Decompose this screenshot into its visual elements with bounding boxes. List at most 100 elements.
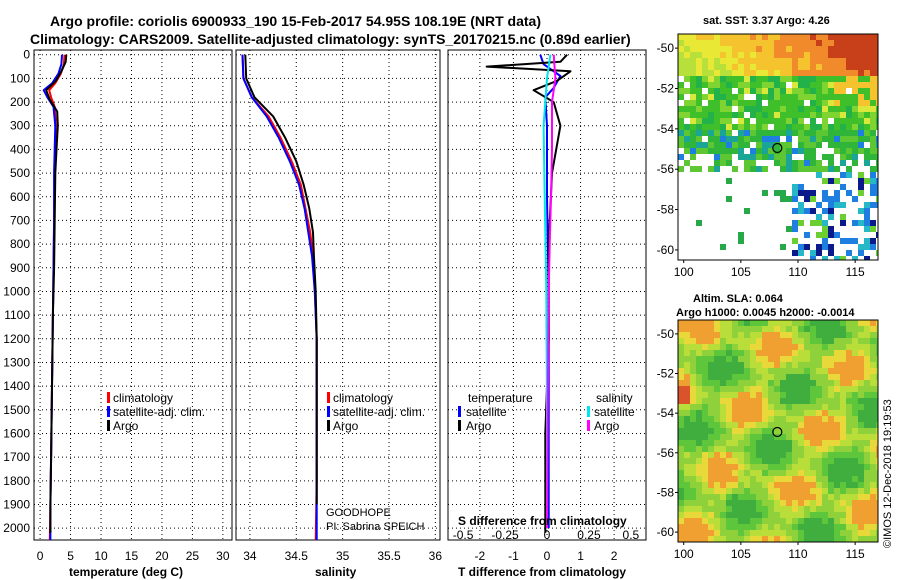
map-cell bbox=[756, 380, 762, 386]
map-cell bbox=[744, 160, 750, 166]
map-cell bbox=[690, 52, 696, 58]
map-cell bbox=[696, 494, 702, 500]
map-cell bbox=[846, 368, 852, 374]
map-cell bbox=[678, 470, 684, 476]
map-cell bbox=[840, 70, 846, 76]
map-cell bbox=[822, 374, 828, 380]
map-cell bbox=[828, 464, 834, 470]
map-cell bbox=[834, 356, 840, 362]
map-cell bbox=[834, 320, 840, 326]
map-cell bbox=[852, 398, 858, 404]
map-cell bbox=[828, 40, 834, 46]
map-cell bbox=[768, 494, 774, 500]
map-cell bbox=[678, 154, 684, 160]
map-cell bbox=[834, 428, 840, 434]
map-cell bbox=[768, 332, 774, 338]
map-cell bbox=[792, 488, 798, 494]
map-cell bbox=[780, 148, 786, 154]
map-cell bbox=[774, 422, 780, 428]
map-cell bbox=[858, 446, 864, 452]
map-cell bbox=[786, 440, 792, 446]
map-cell bbox=[786, 106, 792, 112]
map-cell bbox=[810, 52, 816, 58]
map-cell bbox=[714, 428, 720, 434]
map-cell bbox=[858, 52, 864, 58]
map-cell bbox=[684, 338, 690, 344]
map-cell bbox=[678, 374, 684, 380]
map-cell bbox=[810, 374, 816, 380]
map-cell bbox=[702, 112, 708, 118]
map-cell bbox=[714, 124, 720, 130]
map-cell bbox=[714, 410, 720, 416]
map-cell bbox=[678, 130, 684, 136]
map-cell bbox=[702, 446, 708, 452]
map-cell bbox=[834, 488, 840, 494]
map-cell bbox=[834, 100, 840, 106]
map-cell bbox=[744, 136, 750, 142]
map-cell bbox=[870, 398, 876, 404]
difference-panel: -2 -1 0 1 2-0.5 -0.25 0 0.25 0.5 bbox=[447, 49, 647, 563]
map-cell bbox=[864, 536, 870, 542]
map-cell bbox=[714, 112, 720, 118]
map-cell bbox=[798, 536, 804, 542]
map-cell bbox=[762, 374, 768, 380]
map-cell bbox=[798, 368, 804, 374]
map-cell bbox=[684, 160, 690, 166]
map-cell bbox=[858, 494, 864, 500]
map-cell bbox=[768, 338, 774, 344]
map-cell bbox=[756, 124, 762, 130]
map-cell bbox=[768, 404, 774, 410]
map-cell bbox=[708, 380, 714, 386]
map-cell bbox=[846, 470, 852, 476]
map-cell bbox=[804, 46, 810, 52]
map-cell bbox=[852, 154, 858, 160]
map-cell bbox=[840, 160, 846, 166]
map-cell bbox=[708, 488, 714, 494]
map-cell bbox=[786, 470, 792, 476]
map-cell bbox=[792, 494, 798, 500]
map-cell bbox=[786, 112, 792, 118]
map-cell bbox=[864, 434, 870, 440]
map-cell bbox=[690, 368, 696, 374]
map-cell bbox=[876, 196, 878, 202]
map-cell bbox=[738, 82, 744, 88]
legend-label-temp-satellite: satellite bbox=[466, 405, 507, 419]
map-cell bbox=[768, 94, 774, 100]
map-cell bbox=[852, 130, 858, 136]
map-cell bbox=[696, 500, 702, 506]
map-cell bbox=[714, 148, 720, 154]
map-cell bbox=[768, 82, 774, 88]
map-cell bbox=[864, 392, 870, 398]
map-cell bbox=[822, 506, 828, 512]
map-cell bbox=[762, 52, 768, 58]
map-cell bbox=[750, 374, 756, 380]
lat-tick-label: -50 bbox=[657, 41, 675, 55]
map-cell bbox=[744, 58, 750, 64]
map-cell bbox=[852, 320, 858, 326]
map-cell bbox=[714, 524, 720, 530]
map-cell bbox=[840, 76, 846, 82]
map-cell bbox=[690, 58, 696, 64]
map-cell bbox=[876, 458, 878, 464]
map-cell bbox=[708, 148, 714, 154]
map-cell bbox=[684, 350, 690, 356]
map-cell bbox=[702, 410, 708, 416]
map-cell bbox=[798, 124, 804, 130]
map-cell bbox=[756, 446, 762, 452]
map-cell bbox=[720, 130, 726, 136]
map-cell bbox=[816, 40, 822, 46]
map-cells bbox=[678, 34, 878, 260]
map-cell bbox=[804, 452, 810, 458]
map-cell bbox=[684, 458, 690, 464]
map-cell bbox=[762, 154, 768, 160]
map-cell bbox=[684, 130, 690, 136]
map-cell bbox=[714, 446, 720, 452]
map-cell bbox=[714, 374, 720, 380]
map-cell bbox=[816, 202, 822, 208]
map-cell bbox=[756, 410, 762, 416]
map-cell bbox=[774, 380, 780, 386]
x-tick-label: 10 bbox=[94, 549, 108, 563]
map-cell bbox=[690, 76, 696, 82]
map-cell bbox=[804, 536, 810, 542]
map-cell bbox=[738, 386, 744, 392]
